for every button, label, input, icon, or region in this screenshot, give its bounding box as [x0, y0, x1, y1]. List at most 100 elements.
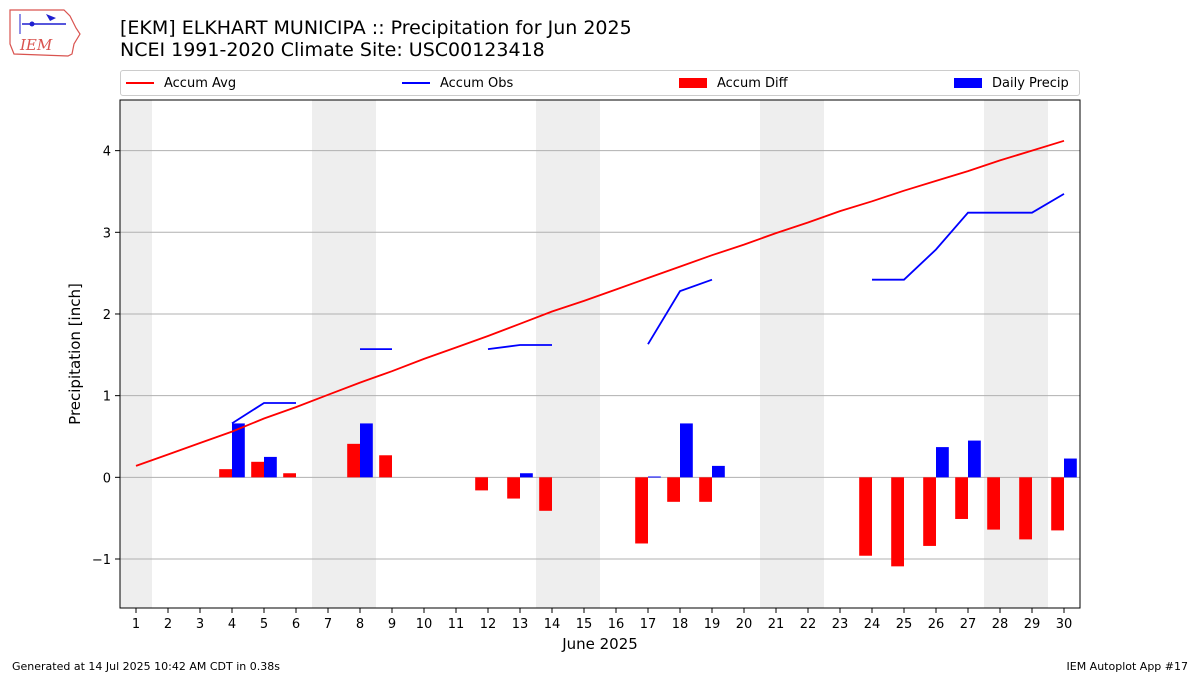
- x-tick-label: 16: [608, 617, 625, 632]
- iowa-outline-shape: [9, 9, 81, 57]
- daily-precip-bar-4: [232, 423, 245, 478]
- daily-precip-bar-8: [360, 423, 373, 478]
- accum-diff-bar-8: [347, 443, 360, 478]
- y-tick-label: 3: [103, 226, 111, 241]
- accum-diff-bar-19: [699, 477, 712, 502]
- x-tick-label: 5: [260, 617, 268, 632]
- daily-precip-bar-13: [520, 473, 533, 478]
- series-lines: [135, 139, 1065, 467]
- legend-accum-obs-swatch: [402, 82, 430, 84]
- footer-app-label: IEM Autoplot App #17: [1066, 660, 1189, 673]
- bars: [219, 423, 1077, 567]
- footer-generated-text: Generated at 14 Jul 2025 10:42 AM CDT in…: [12, 660, 280, 673]
- weekend-shading: [120, 100, 1048, 608]
- weekend-shade-7: [312, 100, 376, 608]
- x-axis-label: June 2025: [561, 635, 638, 653]
- x-tick-label: 22: [800, 617, 817, 632]
- daily-precip-bar-19: [712, 465, 725, 478]
- chart-title: [EKM] ELKHART MUNICIPA :: Precipitation …: [120, 17, 632, 39]
- accum-avg-line-segment-1: [135, 139, 1065, 467]
- daily-precip-bar-30: [1064, 458, 1077, 478]
- x-tick-label: 19: [704, 617, 721, 632]
- x-tick-label: 29: [1024, 617, 1041, 632]
- accum-diff-bar-27: [955, 477, 968, 519]
- y-tick-label: 2: [103, 308, 111, 323]
- accum-diff-bar-9: [379, 455, 392, 478]
- x-tick-label: 2: [164, 617, 172, 632]
- x-tick-label: 4: [228, 617, 236, 632]
- accum-obs-line-segment-3: [487, 344, 552, 350]
- weekend-shade-1: [120, 100, 152, 608]
- daily-precip-bar-27: [968, 440, 981, 478]
- plot-frame: [119, 99, 1081, 609]
- x-tick-label: 28: [992, 617, 1009, 632]
- x-tick-label: 17: [640, 617, 657, 632]
- legend-accum-avg-swatch: [126, 82, 154, 84]
- y-tick-label: 0: [103, 471, 111, 486]
- x-tick-label: 27: [960, 617, 977, 632]
- legend-accum-avg: Accum Avg: [126, 71, 236, 95]
- x-tick-label: 26: [928, 617, 945, 632]
- x-tick-label: 10: [416, 617, 433, 632]
- y-tick-label: 1: [103, 390, 111, 405]
- x-tick-label: 8: [356, 617, 364, 632]
- accum-diff-bar-4: [219, 469, 232, 478]
- y-axis-label: Precipitation [inch]: [66, 283, 84, 425]
- accum-diff-bar-12: [475, 477, 488, 491]
- accum-diff-bar-5: [251, 461, 264, 478]
- accum-diff-bar-26: [923, 477, 936, 546]
- legend-daily-precip-label: Daily Precip: [992, 75, 1069, 91]
- accum-diff-bar-24: [859, 477, 872, 556]
- legend-accum-diff-label: Accum Diff: [717, 75, 788, 91]
- legend-accum-obs: Accum Obs: [402, 71, 513, 95]
- accum-obs-line-segment-5: [872, 193, 1065, 281]
- y-tick-label: −1: [92, 553, 111, 568]
- accum-diff-bar-30: [1051, 477, 1064, 531]
- x-tick-label: 18: [672, 617, 689, 632]
- legend-daily-precip-swatch: [954, 78, 982, 88]
- x-tick-label: 25: [896, 617, 913, 632]
- x-tick-label: 14: [544, 617, 561, 632]
- x-tick-label: 13: [512, 617, 529, 632]
- x-tick-label: 12: [480, 617, 497, 632]
- daily-precip-bar-26: [936, 447, 949, 478]
- daily-precip-bar-17: [648, 476, 661, 478]
- x-tick-label: 11: [448, 617, 465, 632]
- x-tick-label: 15: [576, 617, 593, 632]
- logo-weather-dot: [29, 21, 35, 27]
- x-tick-label: 7: [324, 617, 332, 632]
- accum-diff-bar-13: [507, 477, 520, 499]
- accum-diff-bar-17: [635, 477, 648, 544]
- x-tick-label: 6: [292, 617, 300, 632]
- weekend-shade-28: [984, 100, 1048, 608]
- x-tick-label: 30: [1056, 617, 1073, 632]
- legend-accum-diff-swatch: [679, 78, 707, 88]
- chart-subtitle: NCEI 1991-2020 Climate Site: USC00123418: [120, 39, 545, 61]
- x-tick-label: 24: [864, 617, 881, 632]
- logo-wind-flag: [46, 14, 56, 21]
- accum-obs-line-segment-4: [647, 278, 713, 345]
- iem-logo: IEM: [9, 9, 81, 57]
- accum-diff-bar-14: [539, 477, 552, 511]
- accum-diff-bar-28: [987, 477, 1000, 530]
- legend-daily-precip: Daily Precip: [954, 71, 1069, 95]
- weekend-shade-14: [536, 100, 600, 608]
- x-tick-label: 23: [832, 617, 849, 632]
- daily-precip-bar-18: [680, 423, 693, 478]
- legend-accum-diff: Accum Diff: [679, 71, 788, 95]
- x-tick-label: 3: [196, 617, 204, 632]
- legend-accum-avg-label: Accum Avg: [164, 75, 237, 91]
- accum-diff-bar-18: [667, 477, 680, 502]
- x-tick-label: 1: [132, 617, 140, 632]
- accum-diff-bar-25: [891, 477, 904, 567]
- accum-diff-bar-6: [283, 473, 296, 478]
- legend-accum-obs-label: Accum Obs: [440, 75, 514, 91]
- daily-precip-bar-5: [264, 456, 277, 478]
- accum-obs-line-segment-1: [231, 402, 296, 425]
- logo-text: IEM: [19, 36, 53, 54]
- x-tick-label: 21: [768, 617, 785, 632]
- gridlines: [120, 150, 1080, 560]
- x-tick-label: 9: [388, 617, 396, 632]
